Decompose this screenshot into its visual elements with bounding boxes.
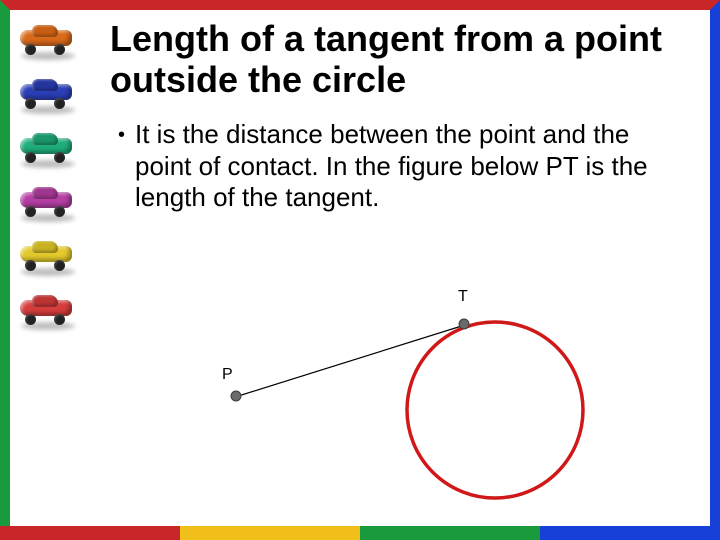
point-t xyxy=(459,319,469,329)
slide-title: Length of a tangent from a point outside… xyxy=(110,18,692,101)
diagram-svg xyxy=(140,270,600,510)
slide-content: Length of a tangent from a point outside… xyxy=(110,18,692,214)
bullet-item: • It is the distance between the point a… xyxy=(118,119,692,214)
label-t: T xyxy=(458,288,468,306)
car-icon xyxy=(16,294,80,324)
car-icon xyxy=(16,240,80,270)
tangent-line xyxy=(232,324,468,398)
bottom-stripe xyxy=(0,526,720,540)
tangent-diagram: P T xyxy=(140,270,600,510)
point-p xyxy=(231,391,241,401)
car-icon xyxy=(16,24,80,54)
bullet-dot-icon: • xyxy=(118,119,125,214)
circle xyxy=(407,322,583,498)
decorative-cars-column xyxy=(16,24,86,324)
label-p: P xyxy=(222,366,233,384)
car-icon xyxy=(16,132,80,162)
car-icon xyxy=(16,186,80,216)
slide-frame: Length of a tangent from a point outside… xyxy=(0,0,720,540)
car-icon xyxy=(16,78,80,108)
bullet-text: It is the distance between the point and… xyxy=(135,119,692,214)
